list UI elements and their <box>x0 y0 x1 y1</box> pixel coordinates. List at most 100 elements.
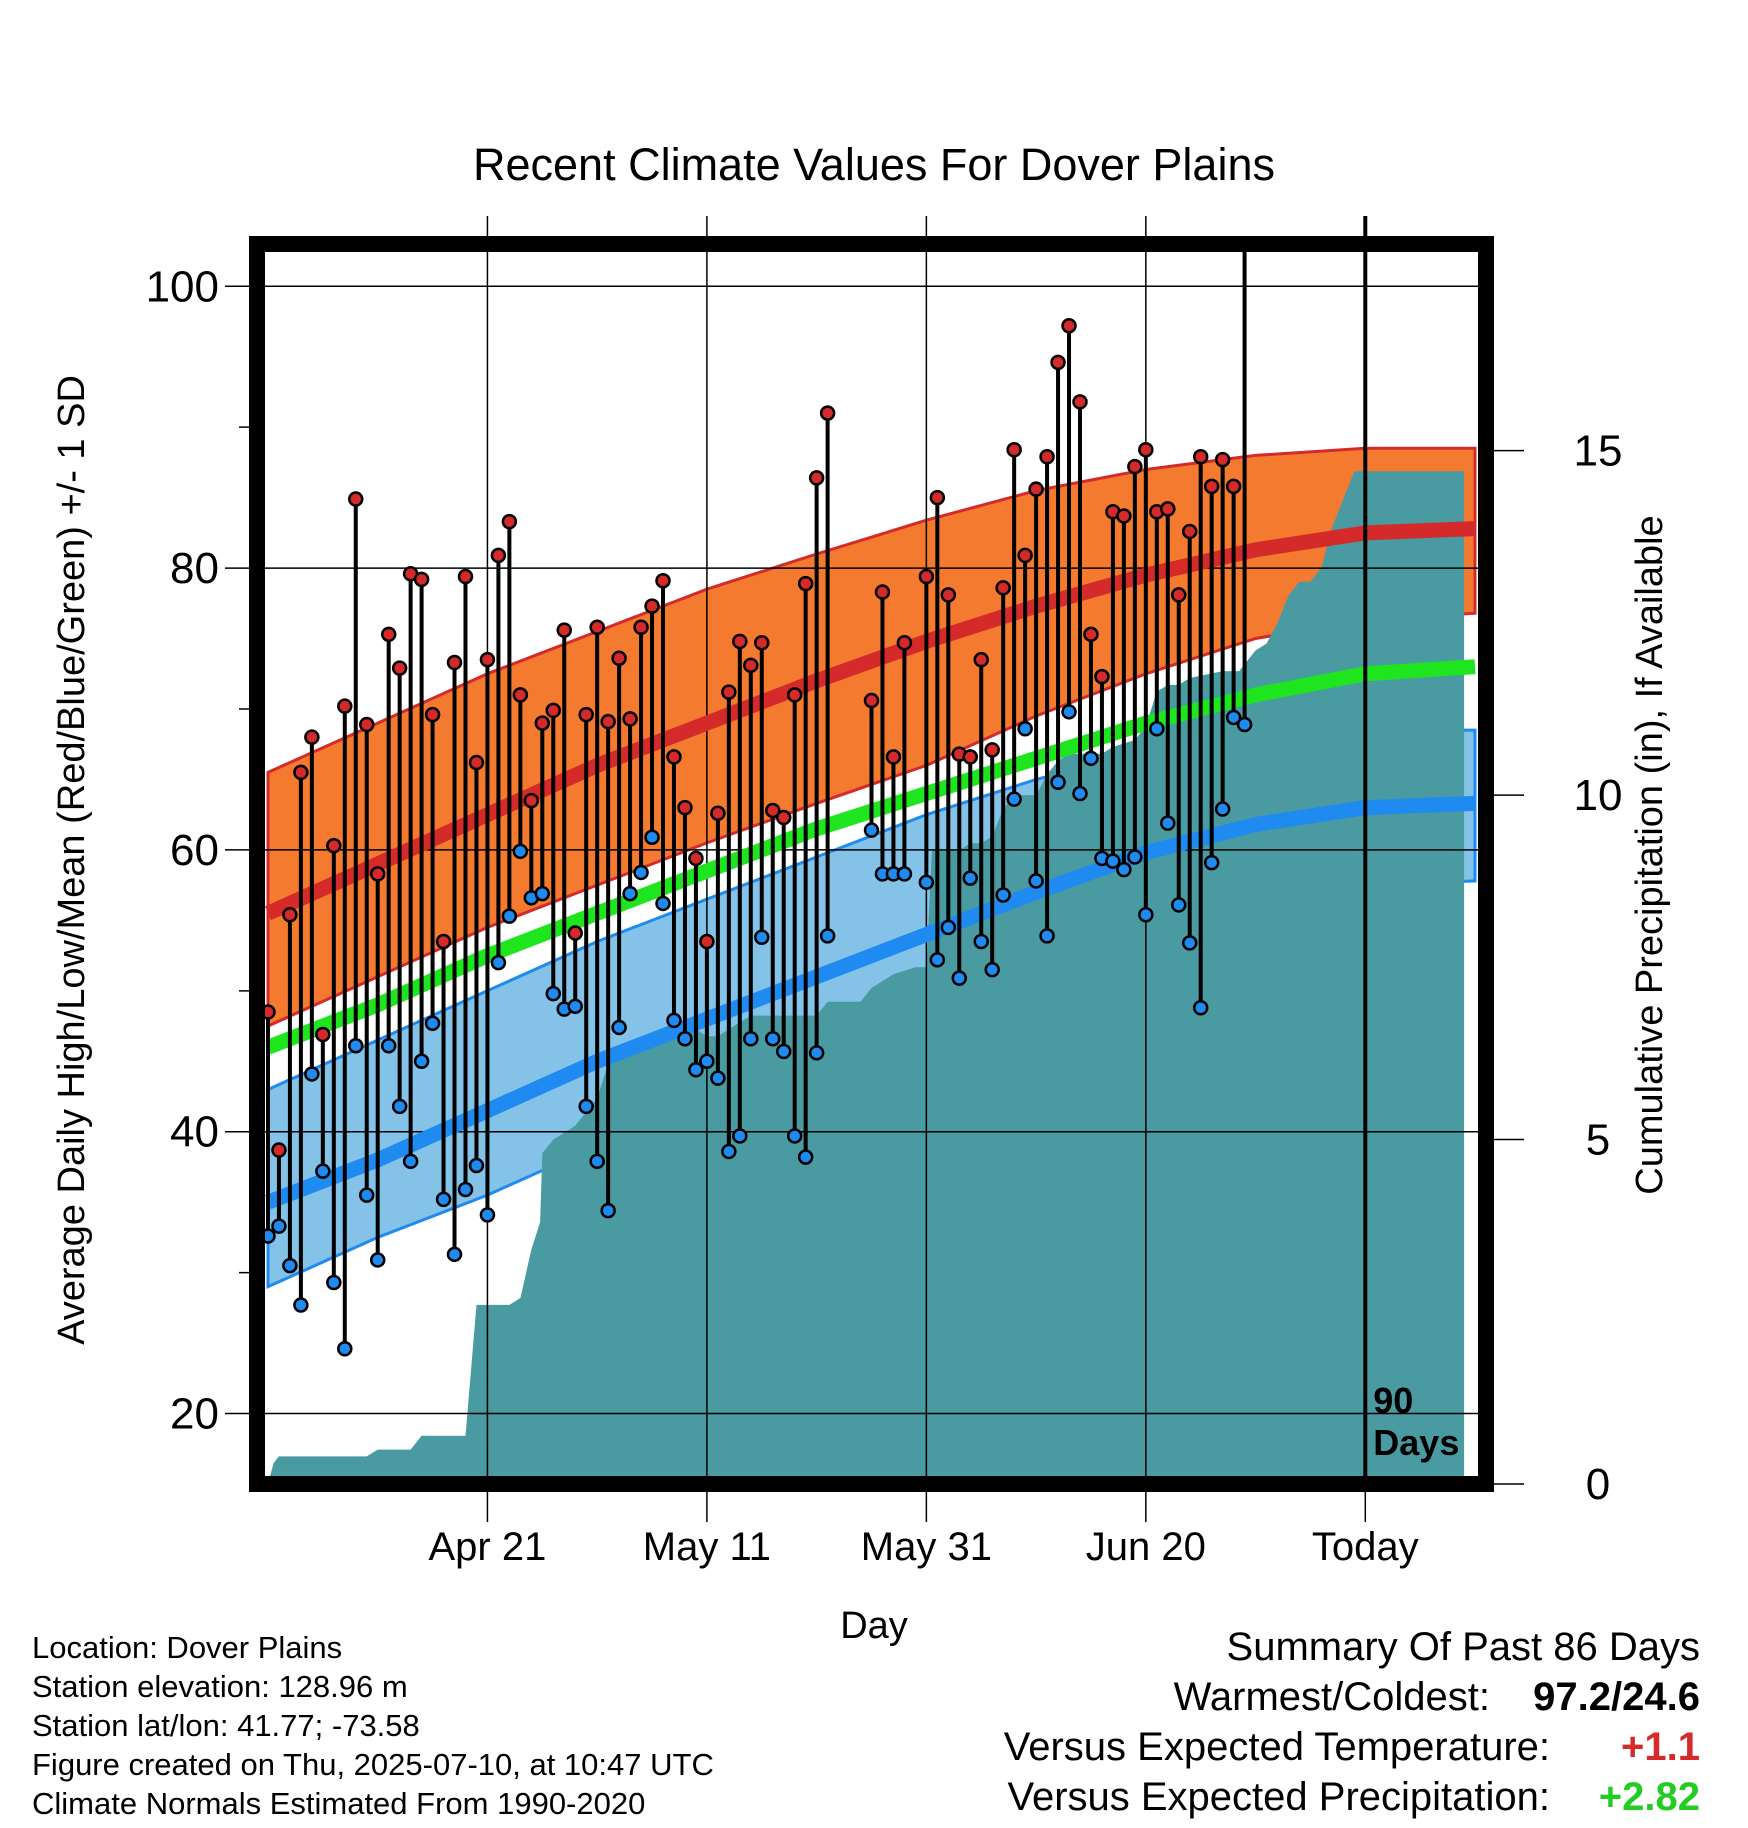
observed-temps <box>260 0 1361 1357</box>
obs-high-point <box>369 866 386 882</box>
obs-low-point <box>1225 709 1242 726</box>
obs-high-point <box>348 491 364 507</box>
plot-frame <box>249 216 1494 1492</box>
x-tick-label: Jun 20 <box>1086 1525 1206 1569</box>
obs-high-point <box>710 805 726 822</box>
obs-high-point <box>797 575 814 592</box>
obs-low-point <box>666 1012 682 1029</box>
obs-high-point <box>655 573 671 589</box>
obs-high-point <box>556 622 572 638</box>
obs-low-point <box>940 919 957 936</box>
obs-low-point <box>391 1098 408 1115</box>
obs-high-point <box>457 568 474 585</box>
obs-low-point <box>1348 0 1361 7</box>
obs-high-point <box>1214 451 1231 468</box>
obs-high-point <box>1282 0 1295 7</box>
obs-high-point <box>424 706 441 723</box>
obs-high-point <box>808 470 825 486</box>
y-tick-label: 100 <box>146 262 219 311</box>
created-text: Figure created on Thu, 2025-07-10, at 10… <box>32 1747 714 1782</box>
obs-low-point <box>1315 0 1328 7</box>
obs-low-point <box>1072 785 1088 802</box>
obs-low-point <box>688 1061 704 1078</box>
obs-high-point <box>1348 0 1361 7</box>
obs-low-point <box>1138 906 1154 923</box>
obs-high-point <box>984 742 1000 758</box>
obs-high-point <box>1028 481 1044 497</box>
obs-high-point <box>775 809 792 826</box>
obs-low-point <box>1127 849 1143 865</box>
obs-high-point <box>600 713 616 730</box>
x-tick-label: Apr 21 <box>429 1525 547 1569</box>
obs-low-point <box>468 1157 485 1174</box>
obs-low-point <box>764 1030 781 1047</box>
summary-precip-row: Versus Expected Precipitation: +2.82 <box>1004 1772 1700 1822</box>
obs-low-point <box>819 928 836 944</box>
obs-high-point <box>1181 523 1198 540</box>
obs-high-point <box>304 729 320 745</box>
obs-high-point <box>1083 626 1099 643</box>
obs-high-point <box>391 660 408 676</box>
obs-low-point <box>567 998 583 1015</box>
obs-high-point <box>315 1026 331 1043</box>
obs-low-point <box>622 885 638 902</box>
obs-high-point <box>819 405 836 421</box>
y-axis-label: Average Daily High/Low/Mean (Red/Blue/Gr… <box>51 375 93 1345</box>
obs-high-point <box>1061 317 1077 334</box>
obs-low-point <box>1050 774 1066 791</box>
normals-period-text: Climate Normals Estimated From 1990-2020 <box>32 1786 646 1821</box>
obs-low-point <box>534 885 551 902</box>
obs-low-point <box>304 1066 320 1082</box>
obs-high-point <box>666 749 682 765</box>
obs-low-point <box>743 1030 759 1047</box>
obs-high-point <box>896 635 913 651</box>
obs-high-point <box>721 684 737 700</box>
obs-low-point <box>293 1297 309 1313</box>
obs-low-point <box>1181 935 1198 951</box>
obs-high-point <box>1116 508 1132 524</box>
precip-vs-expected-label: Versus Expected Precipitation: <box>1007 1775 1550 1819</box>
obs-high-point <box>282 906 298 923</box>
warm-cold-value: 97.2/24.6 <box>1533 1675 1700 1719</box>
obs-low-point <box>1203 854 1220 871</box>
x-tick-label: Today <box>1312 1525 1419 1569</box>
obs-low-point <box>732 1128 748 1144</box>
obs-low-point <box>797 1149 814 1165</box>
obs-high-point <box>1006 441 1022 458</box>
obs-low-point <box>1017 720 1033 737</box>
obs-high-point <box>468 754 485 771</box>
obs-low-point <box>863 822 880 838</box>
obs-low-point <box>1116 861 1132 878</box>
obs-high-point <box>677 799 693 816</box>
obs-high-point <box>1271 0 1284 7</box>
today-days-count: 90 <box>1373 1380 1413 1421</box>
obs-high-point <box>1249 0 1262 7</box>
elevation-text: Station elevation: 128.96 m <box>32 1669 408 1704</box>
obs-high-point <box>962 749 979 765</box>
y-tick-label: 20 <box>170 1390 219 1439</box>
x-tick-label: May 11 <box>643 1525 771 1569</box>
obs-high-point <box>567 925 583 941</box>
obs-low-point <box>589 1153 605 1170</box>
obs-low-point <box>1260 0 1273 7</box>
obs-low-point <box>457 1181 474 1198</box>
obs-high-point <box>1315 0 1328 7</box>
obs-low-point <box>490 954 507 971</box>
obs-high-point <box>874 584 891 600</box>
obs-low-point <box>1160 815 1176 831</box>
obs-high-point <box>786 687 803 703</box>
obs-low-point <box>1293 0 1306 7</box>
high-normal-line <box>264 521 1476 921</box>
obs-high-point <box>973 651 989 668</box>
obs-high-point <box>1304 0 1317 7</box>
obs-high-point <box>523 792 540 809</box>
axes: 20 40 60 80 100 0 5 10 15 Apr 21 May 11 May 31 Jun 2… <box>146 262 1623 1569</box>
obs-high-point <box>940 587 957 603</box>
obs-high-point <box>534 715 551 731</box>
summary-warm-cold-row: Warmest/Coldest: 97.2/24.6 <box>1004 1672 1700 1722</box>
obs-low-point <box>1171 897 1187 913</box>
obs-high-point <box>1039 449 1055 465</box>
obs-low-point <box>896 866 913 882</box>
obs-high-point <box>688 850 704 867</box>
obs-low-point <box>929 952 946 968</box>
